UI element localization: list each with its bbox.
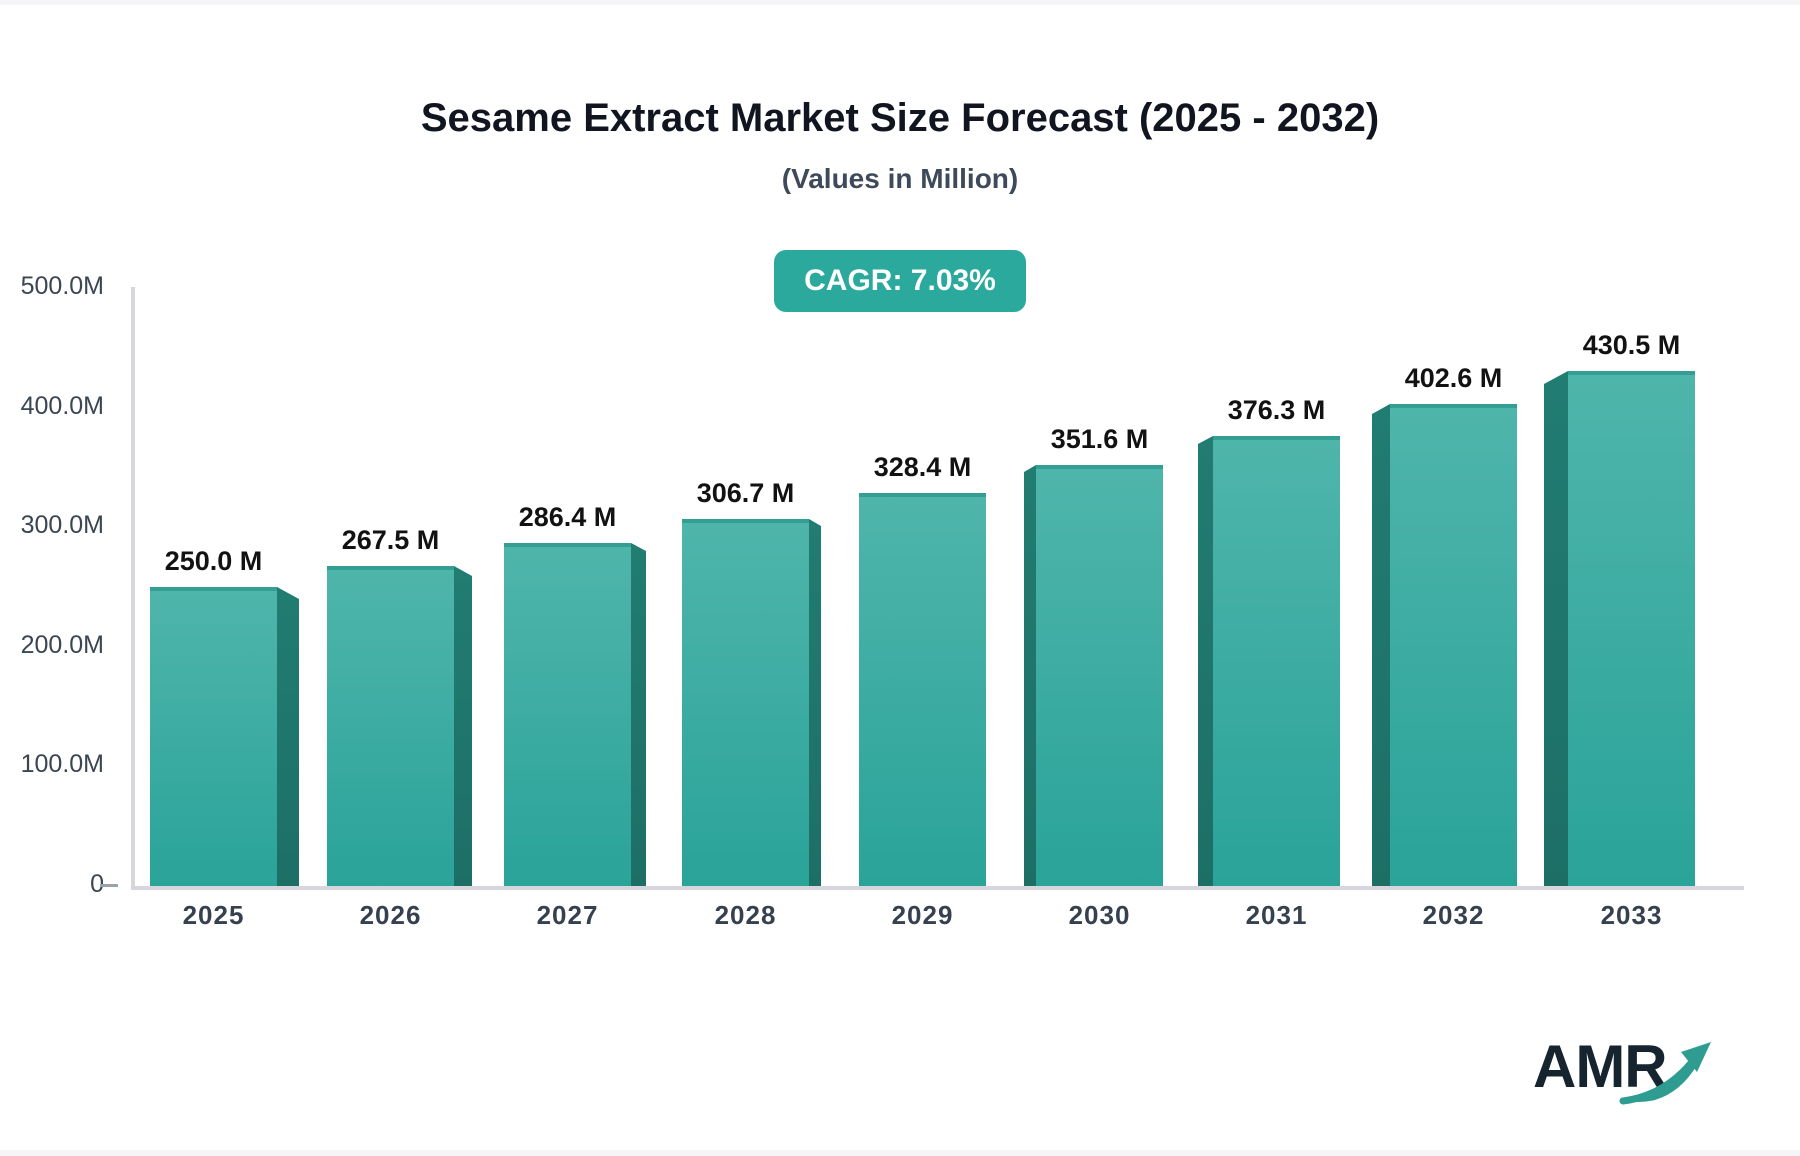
cagr-badge: CAGR: 7.03% bbox=[774, 250, 1026, 312]
x-tick-label: 2026 bbox=[359, 900, 422, 930]
y-tick-label: 400.0M bbox=[20, 391, 104, 420]
chart-subtitle: (Values in Million) bbox=[781, 163, 1019, 194]
bar-2028[interactable] bbox=[682, 519, 809, 886]
bar-2029[interactable] bbox=[859, 493, 986, 886]
bar-value-label: 402.6 M bbox=[1404, 363, 1503, 393]
bar-2027[interactable] bbox=[504, 543, 631, 886]
bar-2026[interactable] bbox=[327, 566, 454, 886]
bar-value-label: 306.7 M bbox=[696, 478, 795, 508]
x-tick-label: 2031 bbox=[1245, 900, 1308, 930]
bar-side-face bbox=[1372, 404, 1390, 886]
amr-logo: AMR bbox=[1533, 1032, 1723, 1110]
bar-value-label: 328.4 M bbox=[873, 452, 972, 482]
bar-value-label: 376.3 M bbox=[1227, 395, 1326, 425]
bar-2033[interactable] bbox=[1568, 371, 1695, 886]
bar-side-face bbox=[809, 519, 821, 886]
cagr-badge-row: CAGR: 7.03% bbox=[0, 250, 1800, 312]
logo-text: AMR bbox=[1533, 1033, 1668, 1100]
bar-side-face bbox=[454, 566, 472, 886]
y-tick-label: 100.0M bbox=[20, 750, 104, 779]
bar-side-face bbox=[1024, 465, 1036, 886]
bar-2030[interactable] bbox=[1036, 465, 1163, 886]
y-tick-label: 300.0M bbox=[20, 511, 104, 540]
bar-side-face bbox=[1544, 371, 1568, 886]
bar-side-face bbox=[277, 587, 299, 886]
y-tick-label: 200.0M bbox=[20, 630, 104, 659]
bar-value-label: 286.4 M bbox=[518, 502, 617, 532]
bar-value-label: 430.5 M bbox=[1582, 330, 1681, 360]
chart-title: Sesame Extract Market Size Forecast (202… bbox=[420, 96, 1380, 140]
bar-side-face bbox=[631, 543, 646, 886]
bar-2032[interactable] bbox=[1390, 404, 1517, 886]
y-tick-label: 500.0M bbox=[20, 272, 104, 300]
x-tick-label: 2029 bbox=[891, 900, 954, 930]
x-tick-label: 2027 bbox=[536, 900, 599, 930]
bar-value-label: 351.6 M bbox=[1050, 424, 1149, 454]
bottom-edge-strip bbox=[0, 1150, 1800, 1156]
y-tick-label: 0 bbox=[90, 870, 104, 898]
bar-side-face bbox=[1198, 436, 1213, 886]
y-axis-line bbox=[131, 287, 135, 890]
x-tick-label: 2025 bbox=[182, 900, 245, 930]
x-tick-label: 2032 bbox=[1422, 900, 1485, 930]
x-tick-label: 2028 bbox=[714, 900, 777, 930]
logo-arrow-icon bbox=[1619, 1042, 1711, 1105]
top-edge-strip bbox=[0, 0, 1800, 5]
x-tick-label: 2030 bbox=[1068, 900, 1131, 930]
x-axis-line bbox=[131, 886, 1744, 890]
bar-value-label: 267.5 M bbox=[341, 525, 440, 555]
bar-value-label: 250.0 M bbox=[164, 546, 263, 576]
bar-2025[interactable] bbox=[150, 587, 277, 886]
x-tick-label: 2033 bbox=[1600, 900, 1663, 930]
bar-2031[interactable] bbox=[1213, 436, 1340, 886]
zero-tick-mark bbox=[100, 884, 118, 887]
